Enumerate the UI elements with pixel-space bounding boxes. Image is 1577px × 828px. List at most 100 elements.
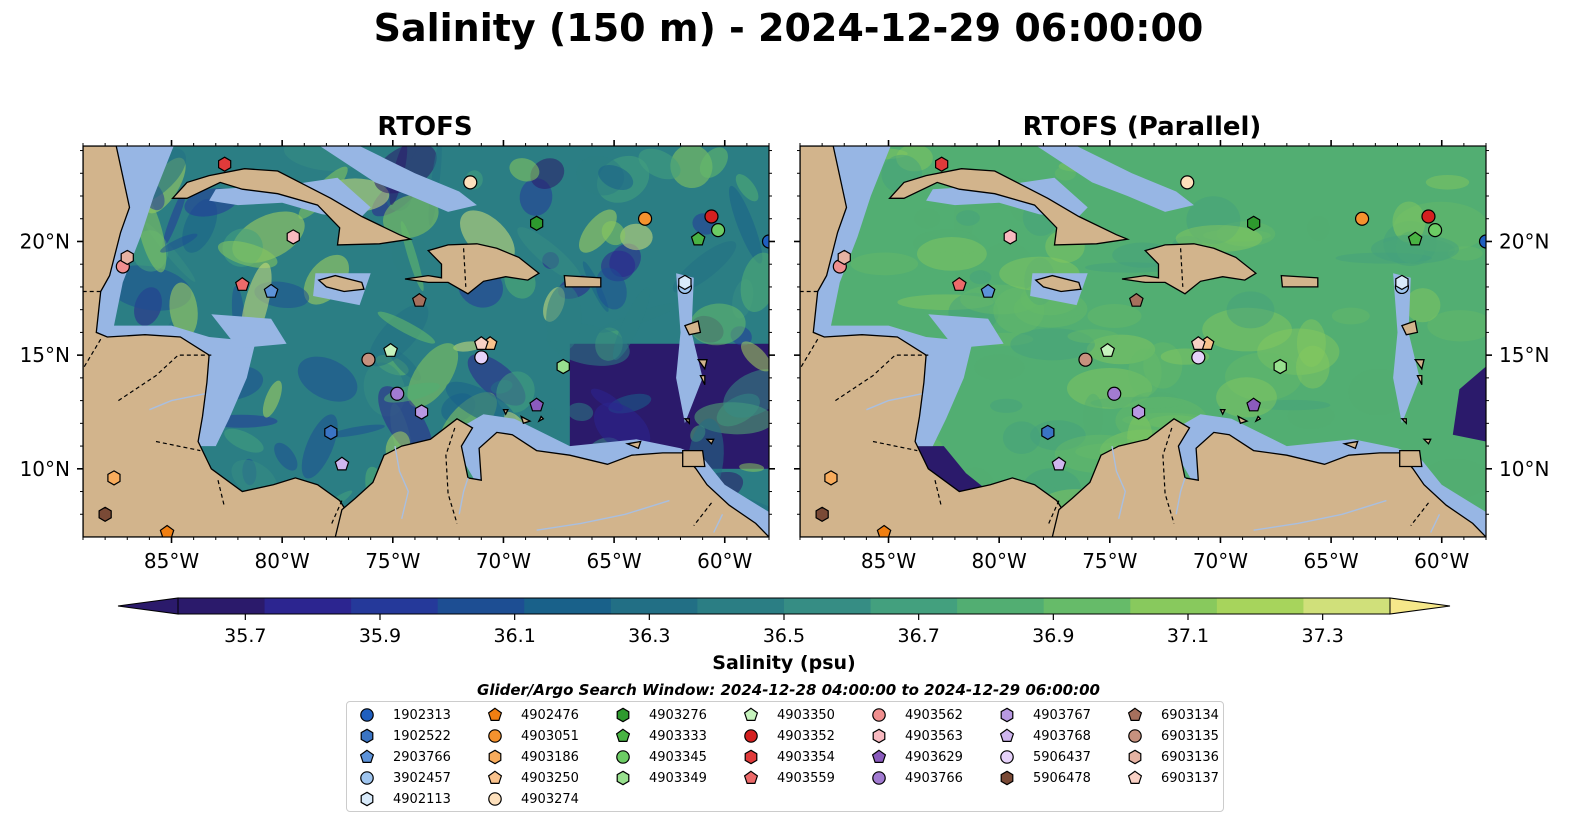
float-marker-4903629 xyxy=(529,397,545,412)
circle-marker-icon xyxy=(488,729,502,743)
landmass xyxy=(950,146,999,147)
salinity-eddy xyxy=(917,237,987,271)
colorbar-segment xyxy=(1130,598,1218,614)
country-border xyxy=(330,500,343,526)
float-marker-5906478 xyxy=(98,506,112,522)
landmass xyxy=(1121,243,1258,295)
river xyxy=(458,477,469,515)
map-panel-parallel[interactable]: 85°W 80°W 75°W 70°W 65°W 60°W 10°N 15°N 20°N xyxy=(769,137,1550,573)
float-marker-4902476 xyxy=(876,524,892,537)
float-marker-4903768 xyxy=(1051,456,1067,471)
landmass xyxy=(696,359,708,371)
country-border xyxy=(872,440,918,452)
lon-tick-label: 85°W xyxy=(861,549,916,573)
salinity-eddy xyxy=(1348,368,1408,416)
lon-tick-label: 85°W xyxy=(144,549,199,573)
landmass xyxy=(1399,449,1423,468)
shelf-mask xyxy=(1393,273,1420,424)
float-marker-1902313 xyxy=(1478,234,1486,249)
salinity-eddy xyxy=(595,267,627,310)
legend-item: 2903766 xyxy=(355,747,451,767)
salinity-eddy xyxy=(530,158,565,189)
legend-label: 4903350 xyxy=(777,707,835,723)
map-panel-rtofs[interactable]: 85°W 80°W 75°W 70°W 65°W 60°W 10°N 15°N 20°N xyxy=(20,120,795,579)
landmass xyxy=(699,374,706,385)
landmass xyxy=(1342,440,1359,450)
figure-title: Salinity (150 m) - 2024-12-29 06:00:00 xyxy=(373,6,1204,50)
salinity-eddy xyxy=(689,303,746,346)
salinity-eddy xyxy=(382,194,439,239)
circle-marker-icon xyxy=(360,771,374,785)
legend-marker xyxy=(359,749,375,763)
landmass xyxy=(1237,415,1249,425)
salinity-eddy xyxy=(1010,328,1095,361)
legend-item: 6903134 xyxy=(1123,705,1219,725)
legend-item: 4902476 xyxy=(483,705,579,725)
float-marker-5906478 xyxy=(815,506,829,522)
landmass xyxy=(404,243,541,295)
low-salinity-region xyxy=(1452,366,1486,442)
salinity-eddy xyxy=(224,428,264,453)
legend-label: 4903186 xyxy=(521,749,579,765)
landmass xyxy=(537,415,545,423)
float-marker-4903276 xyxy=(1246,215,1261,231)
legend-label: 6903134 xyxy=(1161,707,1219,723)
hexagon-marker-icon xyxy=(1000,707,1014,723)
river xyxy=(149,393,205,411)
salinity-eddy xyxy=(723,369,769,418)
legend-marker xyxy=(999,728,1015,742)
circle-marker-icon xyxy=(872,771,886,785)
legend-marker xyxy=(360,771,374,785)
float-marker-4903350 xyxy=(383,342,399,357)
lat-tick-label: 10°N xyxy=(1499,457,1549,481)
salinity-eddy xyxy=(297,356,358,402)
float-marker-4903345 xyxy=(1428,223,1443,238)
salinity-eddy xyxy=(1375,238,1455,263)
legend-label: 6903135 xyxy=(1161,728,1219,744)
landmass xyxy=(888,168,1130,246)
salinity-eddy xyxy=(1287,402,1335,430)
float-marker-4903352 xyxy=(1421,209,1436,224)
circle-marker-icon xyxy=(360,708,374,722)
country-border xyxy=(1047,500,1060,526)
colorbar-segment xyxy=(1216,598,1304,614)
legend-label: 4903768 xyxy=(1033,728,1091,744)
salinity-eddy xyxy=(954,243,988,289)
shelf-mask xyxy=(211,314,287,349)
salinity-eddy xyxy=(1143,342,1183,389)
landmass xyxy=(1422,438,1432,445)
salinity-eddy xyxy=(740,252,769,312)
hexagon-marker-icon xyxy=(616,770,630,786)
float-marker-4903767 xyxy=(1131,404,1146,420)
colorbar-tick-label: 37.3 xyxy=(1302,625,1344,647)
salinity-eddy xyxy=(1371,234,1459,264)
float-marker-5906437 xyxy=(1191,350,1206,365)
legend-item: 4903563 xyxy=(867,726,963,746)
legend-marker xyxy=(616,707,630,723)
shelf-mask xyxy=(928,314,1004,349)
colorbar-segment xyxy=(351,598,439,614)
salinity-eddy xyxy=(953,197,974,243)
salinity-eddy xyxy=(378,386,433,460)
colorbar-tick-label: 37.1 xyxy=(1167,625,1209,647)
legend-item: 4903767 xyxy=(995,705,1091,725)
salinity-eddy xyxy=(162,187,187,248)
legend-label: 4902476 xyxy=(521,707,579,723)
shelf-mask xyxy=(1036,146,1194,212)
legend-label: 3902457 xyxy=(393,770,451,786)
salinity-eddy xyxy=(1447,246,1483,261)
landmass xyxy=(1034,274,1082,293)
shelf-mask xyxy=(676,273,703,424)
colorbar-segment xyxy=(610,598,698,614)
lon-tick-label: 60°W xyxy=(697,549,752,573)
salinity-eddy xyxy=(327,424,385,438)
salinity-eddy xyxy=(993,287,1045,334)
float-marker-4903186 xyxy=(824,470,838,486)
salinity-eddy xyxy=(368,303,429,367)
float-marker-4903563 xyxy=(286,229,300,245)
salinity-eddy xyxy=(1202,307,1292,352)
float-marker-4903766 xyxy=(390,386,405,401)
float-marker-4903352 xyxy=(704,209,719,224)
legend-label: 4903333 xyxy=(649,728,707,744)
pentagon-marker-icon xyxy=(1127,707,1143,721)
